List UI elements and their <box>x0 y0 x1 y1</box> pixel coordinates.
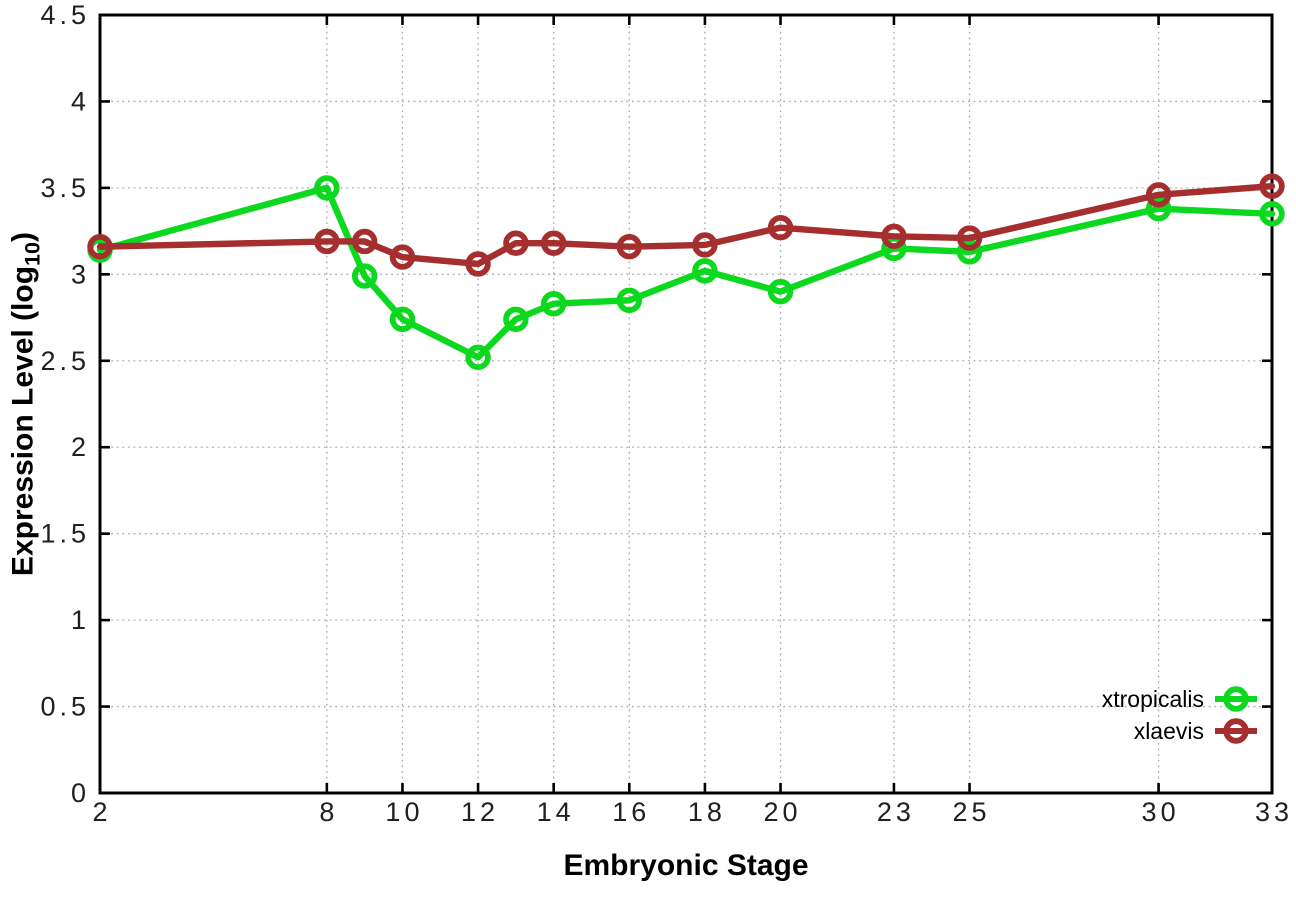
x-tick-label-10: 10 <box>385 797 423 827</box>
data-point-xtropicalis-stage-8 <box>314 175 340 201</box>
data-point-xlaevis-stage-30 <box>1145 182 1172 208</box>
data-point-xtropicalis-stage-18 <box>692 258 718 284</box>
y-tick-label-2.5: 2.5 <box>40 346 90 376</box>
plot-border <box>98 13 1274 795</box>
x-tick-label-2: 2 <box>92 797 111 827</box>
x-tick-label-16: 16 <box>612 797 650 827</box>
axis-ticks <box>98 13 1274 795</box>
y-tick-labels: 0 0.5 1 1.5 2 2.5 3 3.5 4 4.5 <box>40 0 90 808</box>
y-axis-label-text: Expression Level (log <box>6 265 40 577</box>
legend-item-xlaevis: xlaevis <box>1134 716 1258 746</box>
x-tick-label-33: 33 <box>1255 797 1293 827</box>
legend-point-sample-icon <box>1223 718 1249 744</box>
x-tick-label-25: 25 <box>953 797 991 827</box>
data-point-xlaevis-stage-33 <box>1259 173 1285 199</box>
y-tick-label-3.5: 3.5 <box>40 173 90 203</box>
data-point-xtropicalis-stage-10 <box>389 306 416 332</box>
y-axis-label: Expression Level (log10) <box>7 232 46 576</box>
legend-point-sample-icon <box>1223 686 1249 712</box>
x-tick-label-20: 20 <box>763 797 801 827</box>
y-tick-label-4: 4 <box>71 86 90 116</box>
series-xlaevis <box>87 173 1285 277</box>
x-tick-label-12: 12 <box>461 797 499 827</box>
y-axis-label-close: ) <box>6 231 40 242</box>
y-tick-label-4.5: 4.5 <box>40 0 90 30</box>
x-tick-label-8: 8 <box>319 797 338 827</box>
y-tick-label-0: 0 <box>71 778 90 808</box>
legend: xtropicalis xlaevis <box>1102 684 1258 746</box>
legend-label-xtropicalis: xtropicalis <box>1101 685 1204 712</box>
data-point-xtropicalis-stage-16 <box>616 287 642 313</box>
x-axis-label: Embryonic Stage <box>563 849 809 882</box>
data-point-xlaevis-stage-18 <box>692 232 718 258</box>
y-tick-label-3: 3 <box>71 259 90 289</box>
data-point-xlaevis-stage-25 <box>956 225 983 251</box>
data-point-xlaevis-stage-14 <box>540 230 567 256</box>
series-line-xtropicalis <box>96 184 1276 361</box>
data-point-xtropicalis-stage-20 <box>767 278 794 305</box>
x-tick-labels: 2 8 10 12 14 16 18 20 23 25 30 33 <box>92 797 1293 827</box>
data-point-xlaevis-stage-13 <box>503 230 529 256</box>
x-tick-label-30: 30 <box>1142 797 1180 827</box>
y-tick-label-0.5: 0.5 <box>40 692 90 722</box>
data-point-xtropicalis-stage-30 <box>1145 195 1172 222</box>
data-point-xlaevis-stage-8 <box>314 228 340 255</box>
data-point-xtropicalis-stage-12 <box>465 344 491 371</box>
data-point-xlaevis-stage-16 <box>616 233 642 260</box>
data-point-xlaevis-stage-12 <box>465 251 491 277</box>
data-point-xtropicalis-stage-33 <box>1259 201 1285 227</box>
legend-item-xtropicalis: xtropicalis <box>1102 684 1258 714</box>
data-point-xlaevis-stage-20 <box>767 214 794 241</box>
data-point-xtropicalis-stage-14 <box>540 291 567 317</box>
x-tick-label-14: 14 <box>537 797 575 827</box>
data-point-xlaevis-stage-2 <box>87 233 113 260</box>
data-point-xtropicalis-stage-9 <box>351 263 378 289</box>
data-point-xtropicalis-stage-25 <box>956 239 983 265</box>
x-tick-label-23: 23 <box>877 797 915 827</box>
data-point-xlaevis-stage-9 <box>351 228 378 255</box>
grid <box>99 14 1273 794</box>
y-tick-label-2: 2 <box>71 432 90 462</box>
data-point-xtropicalis-stage-13 <box>503 306 529 332</box>
y-axis-label-subscript: 10 <box>19 241 45 266</box>
legend-label-xlaevis: xlaevis <box>1133 717 1204 744</box>
y-tick-label-1.5: 1.5 <box>40 519 90 549</box>
legend-marker-xtropicalis <box>1215 686 1257 712</box>
data-point-xlaevis-stage-10 <box>389 244 416 270</box>
x-tick-label-18: 18 <box>688 797 726 827</box>
data-point-xlaevis-stage-23 <box>881 223 907 249</box>
y-tick-label-1: 1 <box>71 605 90 635</box>
legend-marker-xlaevis <box>1215 718 1257 744</box>
